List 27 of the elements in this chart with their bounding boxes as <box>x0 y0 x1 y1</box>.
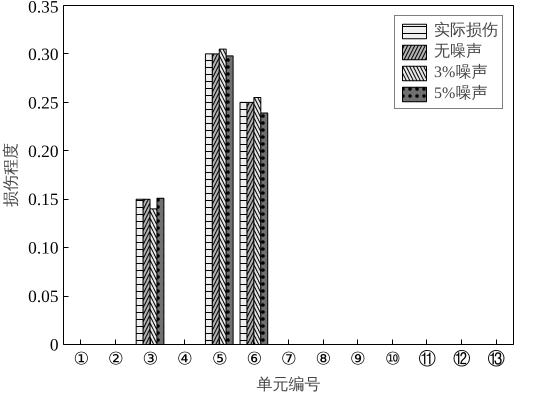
x-tick-label: ② <box>108 350 123 368</box>
legend-label: 3%噪声 <box>434 62 488 83</box>
y-tick-label: 0.10 <box>28 238 59 258</box>
y-tick-label: 0 <box>50 336 59 354</box>
legend-label: 实际损伤 <box>434 20 498 41</box>
x-tick-label: ⑥ <box>246 350 262 368</box>
legend-label: 5%噪声 <box>434 84 488 104</box>
y-axis-title: 损伤程度 <box>2 143 20 207</box>
x-tick-label: ③ <box>142 350 158 368</box>
x-tick-label: ⑫ <box>453 350 470 368</box>
y-tick-label: 0.30 <box>28 44 59 64</box>
x-tick-label: ⑦ <box>281 350 296 368</box>
y-tick-label: 0.25 <box>28 93 59 112</box>
x-tick-label: ① <box>73 350 88 368</box>
x-tick-label: ⑬ <box>488 350 505 368</box>
x-tick-label: ⑩ <box>384 350 400 368</box>
x-tick-label: ⑪ <box>418 350 436 368</box>
x-axis-title: 单元编号 <box>256 376 320 394</box>
x-tick-label: ⑤ <box>212 350 227 368</box>
x-tick-label: ④ <box>177 350 192 368</box>
y-tick-label: 0.20 <box>28 142 59 161</box>
y-tick-label: 0.05 <box>28 287 59 306</box>
y-tick-label: 0.15 <box>28 190 59 210</box>
x-tick-label: ⑧ <box>316 350 331 368</box>
x-tick-label: ⑨ <box>350 350 366 368</box>
y-tick-label: 0.35 <box>28 0 59 16</box>
legend-label: 无噪声 <box>434 42 482 62</box>
